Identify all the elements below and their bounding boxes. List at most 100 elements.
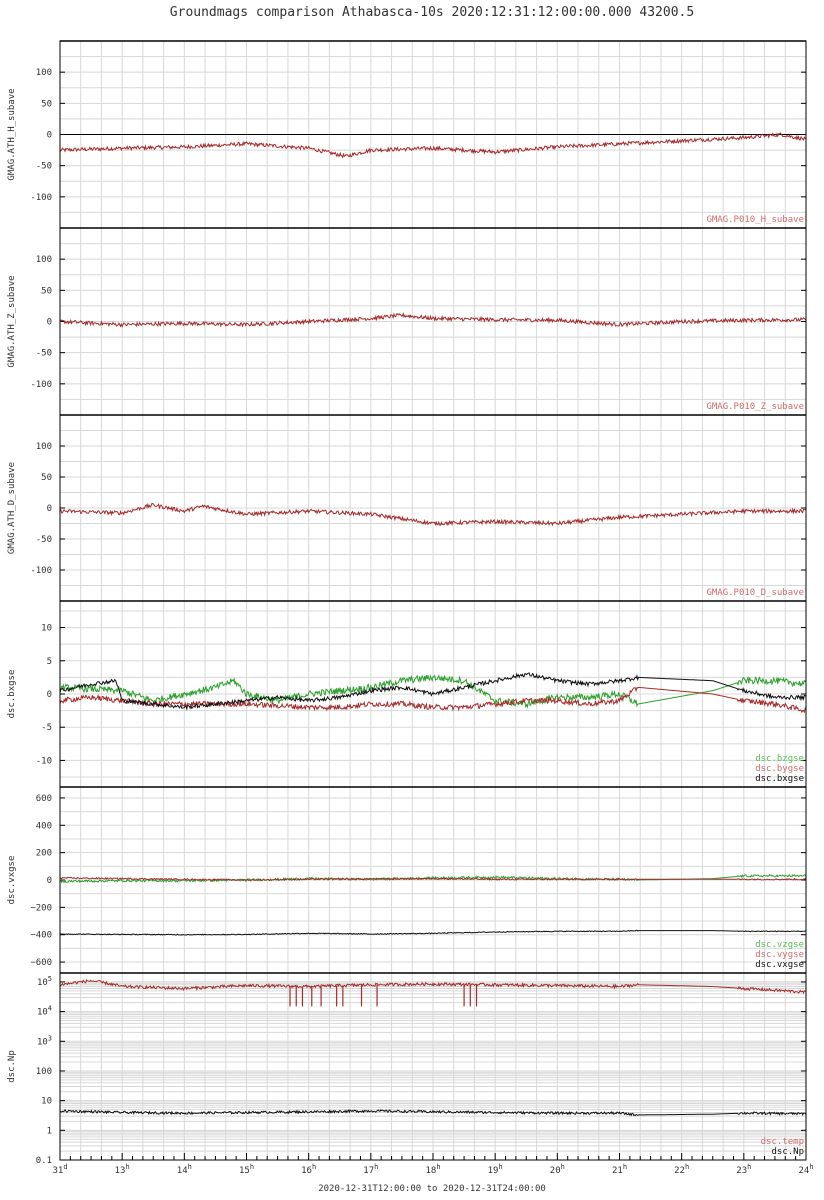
series-line-dsc-np	[59, 1109, 807, 1117]
y-tick-label: 50	[41, 99, 52, 109]
y-tick-label: 50	[41, 286, 52, 296]
legend-entry: dsc.temp	[761, 1137, 804, 1147]
series-line-gmag-p010-z-subave	[59, 312, 807, 328]
y-axis-label: GMAG.ATH_D_subave	[7, 462, 17, 554]
y-axis-label: dsc.bxgse	[7, 670, 17, 719]
y-tick-label: 0	[47, 131, 52, 141]
y-tick-exponent: 5	[48, 975, 52, 983]
y-tick-label: −400	[30, 931, 52, 941]
x-tick-suffix: h	[374, 1163, 378, 1171]
y-tick-exponent: 3	[48, 1034, 52, 1042]
x-tick-label: 14h	[177, 1163, 192, 1176]
y-tick-label: -50	[36, 162, 52, 172]
legend-entry: dsc.bygse	[755, 764, 804, 774]
panel-2: 100 50 0 -50 -100 GMAG.ATH_Z_subave GMAG.P010_…	[7, 227, 807, 416]
figure-title: Groundmags comparison Athabasca-10s 2020…	[170, 5, 694, 20]
x-tick-label: 17h	[363, 1163, 378, 1176]
panel-5: 600 400 200 0 −200 −400 −600 dsc.vxgse dsc.vzgse…	[7, 786, 807, 974]
legend-entry: dsc.vzgse	[755, 940, 804, 950]
y-axis-label: dsc.vxgse	[7, 856, 17, 905]
y-tick-label: -50	[36, 535, 52, 545]
x-tick-suffix: h	[685, 1163, 689, 1171]
x-tick-suffix: h	[125, 1163, 129, 1171]
panel-4: 1050-5-10dsc.bxgsedsc.bzgsedsc.bygsedsc.…	[7, 600, 807, 788]
y-tick-label: 105	[37, 975, 52, 988]
x-axis: 31d 13h 14h 15h 16h 17h 18h 19h 20h 21h 22h 23h 24h	[52, 1153, 814, 1176]
legend-entry: dsc.vxgse	[755, 960, 804, 970]
x-tick-suffix: h	[312, 1163, 316, 1171]
y-axis-label: dsc.Np	[7, 1050, 17, 1083]
y-tick-label: 0.1	[36, 1156, 52, 1166]
y-tick-label: −200	[30, 903, 52, 913]
x-tick-suffix: h	[623, 1163, 627, 1171]
y-tick-label: 400	[36, 821, 52, 831]
x-tick-label: 22h	[674, 1163, 689, 1176]
y-tick-label: 50	[41, 473, 52, 483]
series-line-gmag-p010-d-subave	[59, 502, 807, 527]
x-tick-label: 21h	[612, 1163, 627, 1176]
x-tick-suffix: d	[63, 1163, 67, 1171]
y-tick-label: 100	[36, 68, 52, 78]
x-axis-caption: 2020-12-31T12:00:00 to 2020-12-31T24:00:…	[318, 1184, 546, 1194]
y-tick-label: −600	[30, 958, 52, 968]
y-tick-label: 103	[37, 1034, 52, 1047]
legend-entry: dsc.vygse	[755, 950, 804, 960]
x-tick-label: 20h	[550, 1163, 565, 1176]
legend-entry: dsc.Np	[771, 1147, 804, 1157]
x-tick-label: 23h	[736, 1163, 751, 1176]
y-axis-label: GMAG.ATH_Z_subave	[7, 275, 17, 367]
y-tick-label: -100	[30, 380, 52, 390]
y-tick-label: 100	[36, 1067, 52, 1077]
y-tick-label: 0	[47, 318, 52, 328]
x-tick-label: 13h	[115, 1163, 130, 1176]
y-tick-label: 100	[36, 442, 52, 452]
x-tick-suffix: h	[498, 1163, 502, 1171]
panel-3: 100 50 0 -50 -100 GMAG.ATH_D_subave GMAG.P010_…	[7, 414, 807, 602]
panel-1: 100 50 0 -50 -100 GMAG.ATH_H_subave GMAG.P010_…	[7, 40, 807, 229]
y-tick-label: 600	[36, 794, 52, 804]
x-tick-label: 24h	[798, 1163, 813, 1176]
y-tick-label: 5	[47, 657, 52, 667]
series-line-dsc-bzgse	[59, 674, 807, 709]
y-tick-label: 10	[41, 624, 52, 634]
x-tick-label: 31d	[52, 1163, 67, 1176]
x-tick-label: 15h	[239, 1163, 254, 1176]
x-tick-suffix: h	[747, 1163, 751, 1171]
panels: 100500-50-100GMAG.ATH_H_subaveGMAG.P010_…	[7, 40, 807, 1166]
x-tick-suffix: h	[809, 1163, 813, 1171]
legend-entry: dsc.bxgse	[755, 774, 804, 784]
y-tick-label: -100	[30, 193, 52, 203]
series-line-dsc-vxgse	[59, 929, 807, 936]
y-tick-label: 0	[47, 876, 52, 886]
legend-entry: dsc.bzgse	[755, 754, 804, 764]
y-tick-label: -50	[36, 349, 52, 359]
legend-entry: GMAG.P010_D_subave	[706, 588, 804, 598]
x-tick-label: 18h	[425, 1163, 440, 1176]
x-tick-suffix: h	[561, 1163, 565, 1171]
y-tick-label: 100	[36, 255, 52, 265]
y-tick-label: 200	[36, 849, 52, 859]
series-line-dsc-bxgse	[59, 672, 807, 711]
legend-entry: GMAG.P010_Z_subave	[706, 402, 804, 412]
x-tick-suffix: h	[250, 1163, 254, 1171]
y-tick-exponent: 4	[48, 1005, 52, 1013]
y-tick-label: -5	[41, 723, 52, 733]
series-line-dsc-bygse	[59, 686, 807, 714]
y-tick-label: 104	[37, 1005, 52, 1018]
y-tick-label: 10	[41, 1097, 52, 1107]
y-tick-label: -100	[30, 566, 52, 576]
x-tick-label: 16h	[301, 1163, 316, 1176]
legend-entry: GMAG.P010_H_subave	[706, 215, 804, 225]
y-tick-label: -10	[36, 756, 52, 766]
x-tick-suffix: h	[436, 1163, 440, 1171]
series-line-gmag-p010-h-subave	[59, 132, 807, 159]
x-tick-suffix: h	[188, 1163, 192, 1171]
series-line-dsc-temp	[59, 979, 807, 995]
y-tick-label: 0	[47, 690, 52, 700]
y-tick-label: 1	[47, 1126, 52, 1136]
series-line-dsc-vygse	[59, 876, 807, 882]
x-tick-label: 19h	[488, 1163, 503, 1176]
y-tick-label: 0	[47, 504, 52, 514]
